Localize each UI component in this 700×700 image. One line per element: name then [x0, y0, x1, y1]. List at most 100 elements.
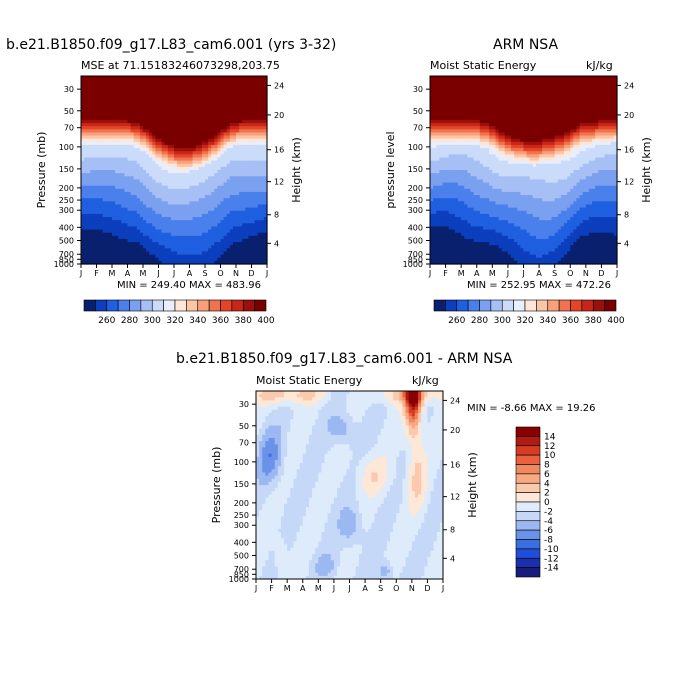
- heat-cell: [139, 198, 144, 202]
- heat-cell: [102, 91, 107, 96]
- heat-cell: [121, 107, 125, 112]
- heat-cell: [217, 132, 222, 137]
- heat-cell: [99, 82, 104, 86]
- heat-cell: [257, 188, 262, 193]
- heat-cell: [229, 135, 234, 140]
- heat-cell: [105, 107, 110, 112]
- heat-cell: [84, 217, 88, 221]
- heat-cell: [254, 204, 259, 209]
- heat-cell: [96, 207, 101, 212]
- heat-cell: [81, 148, 85, 152]
- heat-cell: [161, 188, 166, 193]
- heat-cell: [239, 148, 243, 152]
- heat-cell: [105, 195, 110, 199]
- heat-cell: [211, 188, 215, 193]
- heat-cell: [93, 113, 98, 118]
- heat-cell: [245, 135, 249, 140]
- heat-cell: [436, 257, 440, 262]
- heat-cell: [232, 176, 237, 180]
- heat-cell: [208, 213, 212, 218]
- heat-cell: [105, 257, 110, 262]
- heat-cell: [174, 251, 178, 256]
- heat-cell: [133, 198, 138, 202]
- heat-cell: [201, 141, 206, 146]
- heat-cell: [115, 185, 119, 190]
- heat-cell: [448, 135, 453, 140]
- heat-cell: [208, 126, 212, 130]
- heat-cell: [214, 126, 218, 130]
- heat-cell: [245, 79, 249, 83]
- heat-cell: [198, 173, 203, 177]
- heat-cell: [96, 191, 101, 196]
- heat-cell: [149, 119, 153, 124]
- heat-cell: [198, 126, 203, 130]
- heat-cell: [442, 166, 447, 171]
- heat-cell: [442, 248, 447, 253]
- heat-cell: [90, 170, 94, 174]
- heat-cell: [87, 251, 91, 256]
- heat-cell: [239, 107, 243, 112]
- heat-cell: [263, 154, 268, 159]
- heat-cell: [136, 185, 141, 190]
- heat-cell: [189, 260, 194, 265]
- heat-cell: [177, 148, 181, 152]
- heat-cell: [229, 94, 234, 99]
- heat-cell: [90, 148, 94, 152]
- heat-cell: [458, 110, 462, 115]
- heat-cell: [220, 204, 225, 209]
- heat-cell: [220, 163, 225, 168]
- heat-cell: [108, 210, 113, 215]
- heat-cell: [121, 91, 125, 96]
- heat-cell: [180, 207, 184, 212]
- heat-cell: [232, 260, 237, 265]
- heat-cell: [445, 88, 450, 93]
- heat-cell: [186, 129, 191, 133]
- heat-cell: [136, 201, 141, 206]
- heat-cell: [433, 182, 437, 187]
- heat-cell: [251, 201, 256, 206]
- heat-cell: [208, 257, 212, 262]
- heat-cell: [217, 223, 222, 227]
- heat-cell: [161, 144, 166, 149]
- heat-cell: [124, 88, 129, 93]
- heat-cell: [112, 110, 116, 115]
- heat-cell: [229, 213, 234, 218]
- heat-cell: [205, 226, 209, 231]
- heat-cell: [143, 179, 147, 184]
- heat-cell: [198, 248, 203, 253]
- heat-cell: [164, 126, 169, 130]
- heat-cell: [177, 132, 181, 137]
- heat-cell: [245, 207, 249, 212]
- heat-cell: [211, 97, 215, 102]
- heat-cell: [130, 135, 135, 140]
- heat-cell: [143, 191, 147, 196]
- heat-cell: [223, 148, 228, 152]
- heat-cell: [155, 76, 160, 80]
- heat-cell: [454, 116, 459, 121]
- heat-cell: [139, 110, 144, 115]
- heat-cell: [239, 157, 243, 162]
- heat-cell: [263, 157, 268, 162]
- heat-cell: [102, 123, 107, 127]
- heat-cell: [220, 198, 225, 202]
- heat-cell: [105, 154, 110, 159]
- heat-cell: [96, 232, 101, 237]
- heat-cell: [161, 82, 166, 86]
- heat-cell: [242, 191, 246, 196]
- heat-cell: [87, 79, 91, 83]
- heat-cell: [263, 204, 268, 209]
- heat-cell: [436, 119, 440, 124]
- heat-cell: [192, 113, 197, 118]
- heat-cell: [127, 185, 132, 190]
- heat-cell: [236, 148, 240, 152]
- heat-cell: [167, 97, 172, 102]
- heat-cell: [161, 119, 166, 124]
- heat-cell: [245, 123, 249, 127]
- heat-cell: [81, 151, 85, 155]
- heat-cell: [236, 210, 240, 215]
- heat-cell: [263, 232, 268, 237]
- heat-cell: [81, 123, 85, 127]
- heat-cell: [192, 154, 197, 159]
- heat-cell: [118, 242, 122, 246]
- heat-cell: [232, 129, 237, 133]
